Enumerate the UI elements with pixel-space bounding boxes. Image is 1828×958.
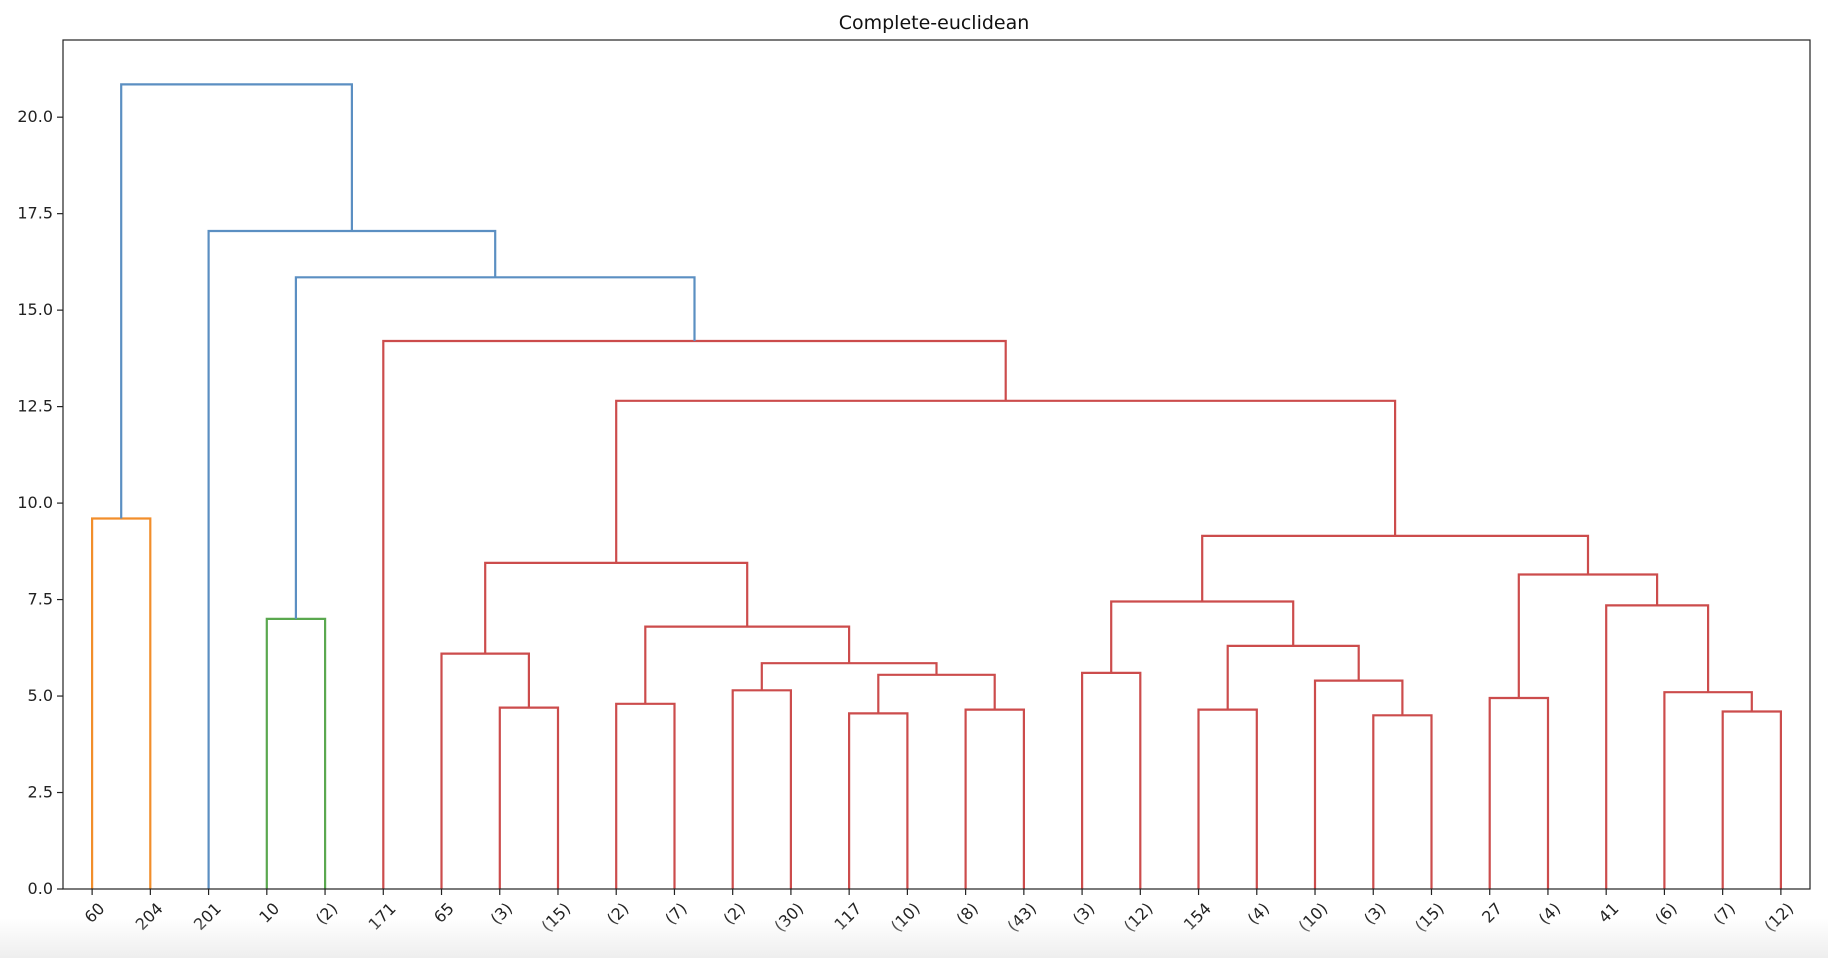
y-tick-label: 12.5	[17, 397, 53, 416]
dendrogram-link	[1721, 710, 1782, 889]
y-tick-label: 20.0	[17, 107, 53, 126]
dendrogram-link	[294, 276, 696, 619]
y-tick-label: 10.0	[17, 493, 53, 512]
plot-frame	[62, 39, 1811, 890]
leaf-label: (8)	[952, 899, 981, 928]
dendrogram-link	[760, 662, 938, 691]
dendrogram-link	[877, 673, 996, 714]
dendrogram-link	[91, 517, 152, 889]
leaf-label: (4)	[1244, 899, 1273, 928]
leaf-label: (12)	[1761, 899, 1798, 936]
dendrogram-link	[484, 561, 749, 654]
leaf-label: (3)	[487, 899, 516, 928]
leaf-label: 60	[81, 899, 109, 927]
dendrogram-link	[120, 83, 353, 519]
chart-title: Complete-euclidean	[839, 12, 1030, 34]
dendrogram-link	[1605, 604, 1710, 889]
y-tick-label: 2.5	[28, 783, 53, 802]
dendrogram-link	[1081, 671, 1142, 889]
y-tick-label: 0.0	[28, 879, 53, 898]
dendrogram-link	[498, 706, 560, 889]
y-tick-label: 5.0	[28, 686, 53, 705]
leaf-label: (3)	[1360, 899, 1389, 928]
dendrogram-link	[1372, 714, 1433, 889]
leaf-label: (4)	[1535, 899, 1564, 928]
y-tick-label: 17.5	[17, 204, 53, 223]
leaf-label: (15)	[538, 899, 575, 936]
leaf-label: (2)	[720, 899, 749, 928]
dendrogram-link	[615, 399, 1397, 563]
dendrogram-link	[848, 712, 909, 889]
dendrogram-link	[265, 617, 327, 889]
x-axis: 60 204 201 10 (2) 171 65 (3) (15) (2) (7) (2) (30) 11…	[81, 889, 1798, 936]
leaf-label: (7)	[1709, 899, 1738, 928]
y-tick-label: 7.5	[28, 590, 53, 609]
dendrogram-link	[1226, 644, 1360, 710]
leaf-label: 41	[1595, 899, 1623, 927]
dendrogram-link	[1517, 573, 1659, 698]
leaf-label: 10	[255, 899, 283, 927]
leaf-label: (3)	[1069, 899, 1098, 928]
dendrogram-link	[382, 339, 1007, 889]
dendrogram-link	[1110, 600, 1295, 673]
leaf-label: (12)	[1120, 899, 1157, 936]
y-tick-label: 15.0	[17, 300, 53, 319]
leaf-label: 154	[1180, 899, 1215, 934]
leaf-label: (15)	[1411, 899, 1448, 936]
dendrogram-link	[731, 689, 792, 889]
dendrogram-link	[1313, 679, 1404, 889]
dendrogram-link	[1201, 534, 1590, 602]
leaf-label: (10)	[1295, 899, 1332, 936]
leaf-label: 65	[430, 899, 458, 927]
y-axis: 0.0 2.5 5.0 7.5 10.0 12.5 15.0 17.5 20.0	[17, 107, 63, 898]
leaf-label: 201	[190, 899, 225, 934]
leaf-label: (2)	[312, 899, 341, 928]
dendrogram-links	[91, 83, 1782, 889]
leaf-label: (43)	[1004, 899, 1041, 936]
dendrogram-link	[1488, 696, 1550, 889]
leaf-label: 117	[830, 899, 865, 934]
leaf-label: 204	[132, 899, 167, 934]
leaf-label: (7)	[661, 899, 690, 928]
dendrogram-link	[964, 708, 1025, 889]
dendrogram-link	[644, 625, 851, 704]
dendrogram-link	[1663, 691, 1753, 889]
leaf-label: (30)	[771, 899, 808, 936]
dendrogram-link	[207, 229, 497, 889]
dendrogram-link	[440, 652, 530, 889]
leaf-label: 171	[365, 899, 400, 934]
leaf-label: (6)	[1651, 899, 1680, 928]
leaf-label: (10)	[887, 899, 924, 936]
dendrogram-link	[615, 702, 676, 889]
leaf-label: 27	[1478, 899, 1506, 927]
dendrogram-link	[1197, 708, 1258, 889]
leaf-label: (2)	[603, 899, 632, 928]
